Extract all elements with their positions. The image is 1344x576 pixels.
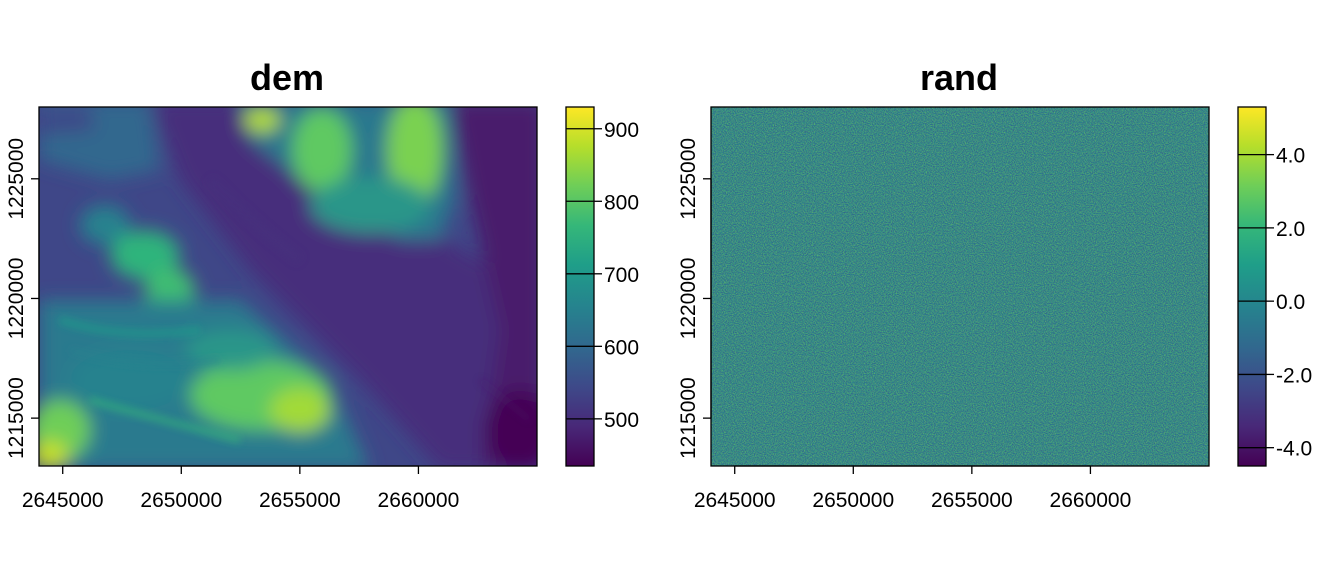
dem-y-tick-label: 1225000 bbox=[5, 138, 28, 220]
dem-x-axis: 2645000 2650000 2655000 2660000 bbox=[22, 465, 460, 512]
dem-y-tick-label: 1220000 bbox=[5, 258, 28, 340]
dem-colorbar-gradient bbox=[566, 107, 594, 466]
rand-colorbar-frame bbox=[1237, 106, 1267, 467]
rand-panel: rand 2645000 2650000 2655000 2660000 121500… bbox=[677, 57, 1312, 512]
dem-y-tick-label: 1215000 bbox=[5, 377, 28, 459]
rand-colorbar-tick-label: -4.0 bbox=[1276, 438, 1312, 461]
rand-x-tick-label: 2655000 bbox=[931, 489, 1013, 512]
rand-colorbar-gradient bbox=[1238, 107, 1266, 466]
dem-colorbar: 500 600 700 800 900 bbox=[565, 106, 639, 467]
rand-colorbar-tick-label: 2.0 bbox=[1276, 218, 1305, 241]
rand-x-tick-label: 2645000 bbox=[694, 489, 776, 512]
dem-panel: dem bbox=[5, 57, 639, 512]
dem-x-tick-label: 2645000 bbox=[22, 489, 104, 512]
rand-y-axis: 1215000 1220000 1225000 bbox=[677, 138, 712, 459]
dem-x-tick-label: 2660000 bbox=[378, 489, 460, 512]
dem-y-axis: 1215000 1220000 1225000 bbox=[5, 138, 40, 459]
rand-x-axis: 2645000 2650000 2655000 2660000 bbox=[694, 465, 1132, 512]
rand-colorbar-tick-label: -2.0 bbox=[1276, 364, 1312, 387]
chart-title-dem: dem bbox=[250, 57, 324, 98]
rand-colorbar-tick-label: 0.0 bbox=[1276, 291, 1305, 314]
dem-colorbar-tick-label: 500 bbox=[604, 409, 639, 432]
dem-colorbar-frame bbox=[565, 106, 595, 467]
dem-colorbar-tick-label: 700 bbox=[604, 264, 639, 287]
rand-y-tick-label: 1215000 bbox=[677, 377, 700, 459]
dem-colorbar-tick-label: 600 bbox=[604, 336, 639, 359]
rand-colorbar-tick-label: 4.0 bbox=[1276, 145, 1305, 168]
rand-x-tick-label: 2660000 bbox=[1050, 489, 1132, 512]
dem-raster bbox=[39, 107, 537, 466]
rand-raster bbox=[711, 107, 1209, 466]
dem-colorbar-tick-label: 900 bbox=[604, 119, 639, 142]
rand-x-tick-label: 2650000 bbox=[812, 489, 894, 512]
rand-y-tick-label: 1220000 bbox=[677, 258, 700, 340]
dem-colorbar-tick-label: 800 bbox=[604, 191, 639, 214]
chart-title-rand: rand bbox=[920, 57, 998, 98]
rand-y-tick-label: 1225000 bbox=[677, 138, 700, 220]
rand-colorbar: -4.0 -2.0 0.0 2.0 4.0 bbox=[1237, 106, 1312, 467]
dem-x-tick-label: 2650000 bbox=[140, 489, 222, 512]
dem-x-tick-label: 2655000 bbox=[259, 489, 341, 512]
